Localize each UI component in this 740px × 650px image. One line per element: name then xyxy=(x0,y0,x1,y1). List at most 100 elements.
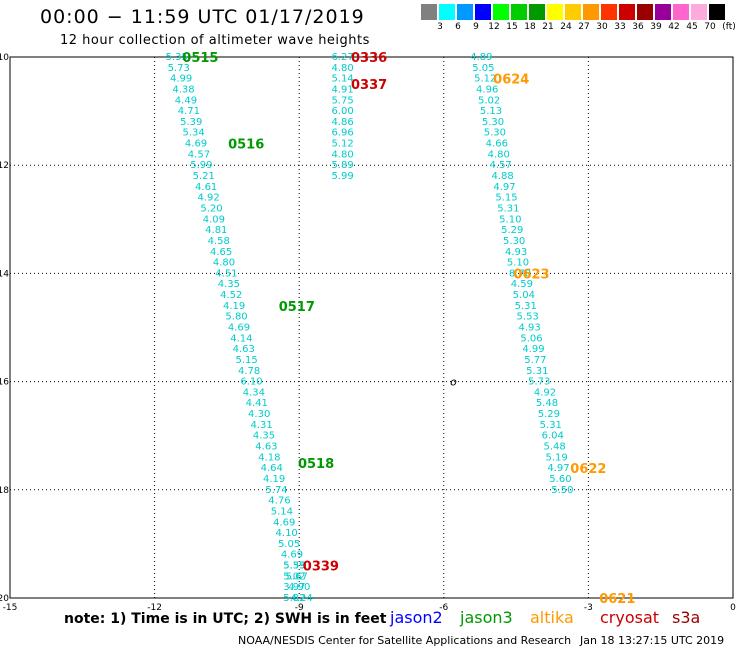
satellite-legend-cryosat: cryosat xyxy=(600,608,660,627)
legend-label: 42 xyxy=(668,22,680,32)
pass-time-label: 0623 xyxy=(513,267,549,282)
swh-value: 5.20 xyxy=(200,203,222,214)
satellite-legend-altika: altika xyxy=(530,608,574,627)
swh-value: 5.04 xyxy=(513,290,535,301)
swh-value: 4.69 xyxy=(281,550,303,561)
swh-value: 4.71 xyxy=(178,106,200,117)
swh-value: 5.29 xyxy=(538,409,560,420)
pass-time-label: 0515 xyxy=(182,51,218,66)
swh-value: 5.14 xyxy=(331,74,353,85)
swh-value: 8.70 xyxy=(509,268,531,279)
swh-value: 4.31 xyxy=(250,420,272,431)
swh-value: 5.14 xyxy=(271,506,293,517)
swh-value: 5.77 xyxy=(524,355,546,366)
swh-value: 4.10 xyxy=(276,528,298,539)
swh-value: 4.89 xyxy=(470,52,492,63)
island-marker: o xyxy=(450,376,457,389)
legend-label: 24 xyxy=(560,22,572,32)
legend-swatch xyxy=(637,4,653,20)
swh-value: 4.18 xyxy=(258,452,280,463)
legend-label: 39 xyxy=(650,22,662,32)
swh-value: 4.92 xyxy=(534,387,556,398)
legend-swatch xyxy=(439,4,455,20)
legend-swatch xyxy=(475,4,491,20)
swh-value: 5.21 xyxy=(193,171,215,182)
legend-label: 21 xyxy=(542,22,554,32)
legend-swatch xyxy=(529,4,545,20)
swh-value: 5.30 xyxy=(482,117,504,128)
swh-value: 4.57 xyxy=(490,160,512,171)
legend-label: 27 xyxy=(578,22,590,32)
swh-value: 4.97 xyxy=(493,182,515,193)
footer-timestamp: Jan 18 13:27:15 UTC 2019 xyxy=(580,634,725,647)
swh-value: 4.78 xyxy=(238,366,260,377)
swh-value: 4.52 xyxy=(220,290,242,301)
swh-value: 6.00 xyxy=(331,106,353,117)
swh-value: 4.34 xyxy=(243,387,265,398)
swh-value: 5.59 xyxy=(283,561,305,572)
legend-swatch xyxy=(619,4,635,20)
legend-swatch xyxy=(547,4,563,20)
legend-swatch xyxy=(655,4,671,20)
swh-value: 4.38 xyxy=(172,84,194,95)
swh-value: 6.27 xyxy=(331,52,353,63)
swh-value: 5.60 xyxy=(549,474,571,485)
swh-value: 5.15 xyxy=(236,355,258,366)
swh-value: 5.39 xyxy=(180,117,202,128)
x-tick-label: -12 xyxy=(147,603,162,613)
swh-value: 4.58 xyxy=(208,236,230,247)
swh-value: 6.04 xyxy=(542,431,564,442)
legend-swatch xyxy=(583,4,599,20)
swh-value: 4.59 xyxy=(511,279,533,290)
legend-swatch xyxy=(511,4,527,20)
swh-value: 4.80 xyxy=(488,149,510,160)
swh-value: 6.10 xyxy=(240,377,262,388)
swh-value: 4.86 xyxy=(331,117,353,128)
legend-label: 12 xyxy=(488,22,500,32)
swh-value: 4.63 xyxy=(233,344,255,355)
legend-swatch xyxy=(709,4,725,20)
footer-credit: NOAA/NESDIS Center for Satellite Applica… xyxy=(238,634,572,647)
swh-value: 5.31 xyxy=(515,301,537,312)
swh-value: 4.49 xyxy=(175,95,197,106)
swh-value: 5.35 xyxy=(283,561,305,572)
swh-value: 5.30 xyxy=(484,128,506,139)
swh-value: 4.35 xyxy=(218,279,240,290)
swh-value: 4.65 xyxy=(210,247,232,258)
swh-value: 3.97 xyxy=(283,582,305,593)
swh-value: 4.80 xyxy=(331,149,353,160)
swh-value: 5.31 xyxy=(526,366,548,377)
swh-value: 4.80 xyxy=(331,63,353,74)
legend-label: 36 xyxy=(632,22,644,32)
swh-value: 4.51 xyxy=(215,268,237,279)
legend-unit: (ft) xyxy=(722,22,736,32)
swh-value: 4.92 xyxy=(197,193,219,204)
y-tick-label: -12 xyxy=(0,161,9,171)
swh-value: 4.81 xyxy=(205,225,227,236)
swh-value: 4.57 xyxy=(188,149,210,160)
units-note: note: 1) Time is in UTC; 2) SWH is in fe… xyxy=(64,611,387,627)
swh-value: 4.41 xyxy=(246,398,268,409)
swh-value: 4.69 xyxy=(273,517,295,528)
y-tick-label: -20 xyxy=(0,594,9,604)
swh-value: 5.05 xyxy=(278,539,300,550)
swh-value: 5.12 xyxy=(474,74,496,85)
swh-value: 5.67 xyxy=(286,571,308,582)
legend-label: 45 xyxy=(686,22,698,32)
pass-time-label: 0516 xyxy=(228,138,264,153)
swh-value: 5.19 xyxy=(545,452,567,463)
satellite-legend-jason3: jason3 xyxy=(460,608,513,627)
swh-value: 5.31 xyxy=(497,203,519,214)
legend-swatch xyxy=(691,4,707,20)
legend-label: 30 xyxy=(596,22,608,32)
pass-time-label: 0518 xyxy=(298,457,334,472)
legend-swatch xyxy=(493,4,509,20)
satellite-legend-jason2: jason2 xyxy=(390,608,443,627)
swh-value: 4.93 xyxy=(518,323,540,334)
swh-value: 5.31 xyxy=(540,420,562,431)
swh-value: 4.64 xyxy=(261,463,283,474)
y-tick-label: -10 xyxy=(0,53,9,63)
swh-value: 4.97 xyxy=(547,463,569,474)
swh-value: 4.24 xyxy=(290,593,312,604)
x-tick-label: -9 xyxy=(295,603,304,613)
